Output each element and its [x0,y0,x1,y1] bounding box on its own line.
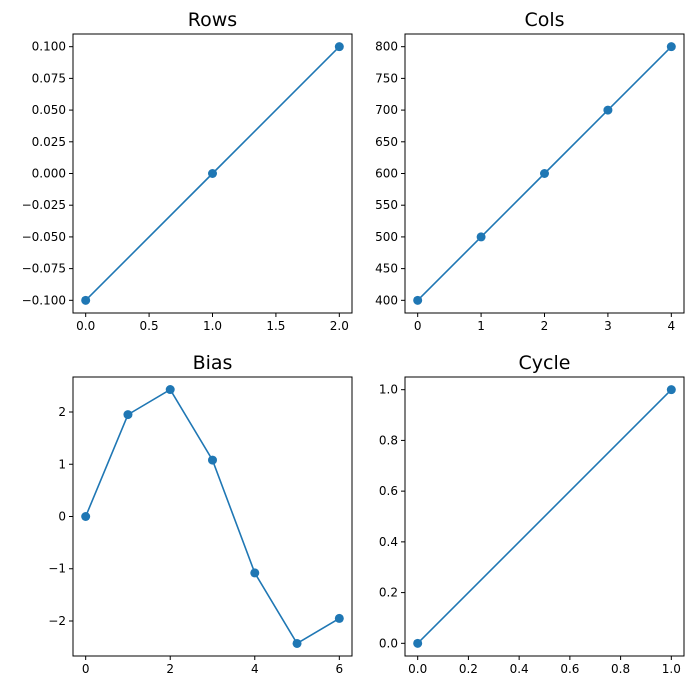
x-tick-label: 0.5 [140,319,159,333]
data-point [123,410,133,420]
data-point [208,455,217,465]
y-tick-label: 800 [375,40,398,54]
data-point [540,169,549,178]
y-tick-label: −0.025 [22,198,66,212]
y-tick-label: 0.6 [379,484,398,498]
x-tick-label: 4 [667,319,675,333]
x-tick-label: 1 [477,319,485,333]
x-tick-label: 2 [541,319,549,333]
data-point [208,169,217,178]
x-tick-label: 0.8 [611,662,630,676]
data-point [476,232,486,242]
subplot-title: Cols [524,9,564,31]
y-tick-label: 0.100 [32,40,66,54]
data-point [250,568,260,578]
y-tick-label: 600 [375,167,398,181]
data-point [81,295,91,305]
x-tick-label: 0.0 [408,662,427,676]
y-tick-label: 450 [375,262,398,276]
x-tick-label: 0.4 [510,662,529,676]
y-tick-label: 0.000 [32,167,66,181]
y-tick-label: 700 [375,103,398,117]
y-tick-label: 0.025 [32,135,66,149]
y-tick-label: 500 [375,230,398,244]
data-point [413,295,423,305]
y-tick-label: 0 [58,510,66,524]
data-point [666,42,676,52]
subplot-cycle: Cycle 0.0 0.2 0.4 0.6 0.8 1.0 0.0 0.2 0.4 0.6 0.8 1… [379,352,685,676]
y-tick-label: 2 [58,405,66,419]
x-tick-label: 1.0 [662,662,681,676]
y-tick-label: 0.4 [379,535,398,549]
subplot-rows: Rows 0.0 0.5 1.0 1.5 2.0 −0.100 −0.075 −0.050 −0… [22,9,353,333]
x-tick-label: 2 [166,662,174,676]
data-point [603,105,613,115]
y-tick-label: 650 [375,135,398,149]
data-point [666,385,676,395]
y-tick-label: −0.100 [22,293,66,307]
y-tick-label: −1 [48,562,66,576]
subplot-bias: Bias 0 2 4 6 −2 −1 0 1 2 [48,352,353,676]
x-tick-label: 2.0 [330,319,349,333]
x-tick-label: 6 [335,662,343,676]
subplot-title: Bias [193,352,233,374]
y-tick-label: 400 [375,293,398,307]
data-point [334,42,344,52]
series-line [417,389,672,644]
x-tick-label: 4 [251,662,259,676]
y-tick-label: 1 [58,457,66,471]
x-tick-label: 0.0 [76,319,95,333]
y-tick-label: 0.050 [32,103,66,117]
y-tick-label: −0.075 [22,262,66,276]
subplot-title: Cycle [519,352,571,374]
x-tick-label: 0 [414,319,422,333]
data-point [165,385,175,395]
y-tick-label: −2 [48,614,66,628]
data-point [334,613,344,623]
y-tick-label: 550 [375,198,398,212]
y-tick-label: −0.050 [22,230,66,244]
data-point [292,638,302,648]
subplot-cols: Cols 0 1 2 3 4 400 450 500 550 600 650 700 750 800 [375,9,685,333]
y-tick-label: 0.2 [379,586,398,600]
x-tick-label: 0.2 [459,662,478,676]
y-tick-label: 1.0 [379,383,398,397]
data-point [413,638,423,648]
x-tick-label: 1.5 [266,319,285,333]
data-point [81,512,91,521]
y-tick-label: 0.0 [379,636,398,650]
y-tick-label: 0.8 [379,433,398,447]
axes-frame [72,376,353,657]
x-tick-label: 0.6 [560,662,579,676]
x-tick-label: 3 [604,319,612,333]
x-tick-label: 0 [82,662,90,676]
y-tick-label: 750 [375,71,398,85]
x-tick-label: 1.0 [203,319,222,333]
y-tick-label: 0.075 [32,71,66,85]
subplot-title: Rows [188,9,237,31]
